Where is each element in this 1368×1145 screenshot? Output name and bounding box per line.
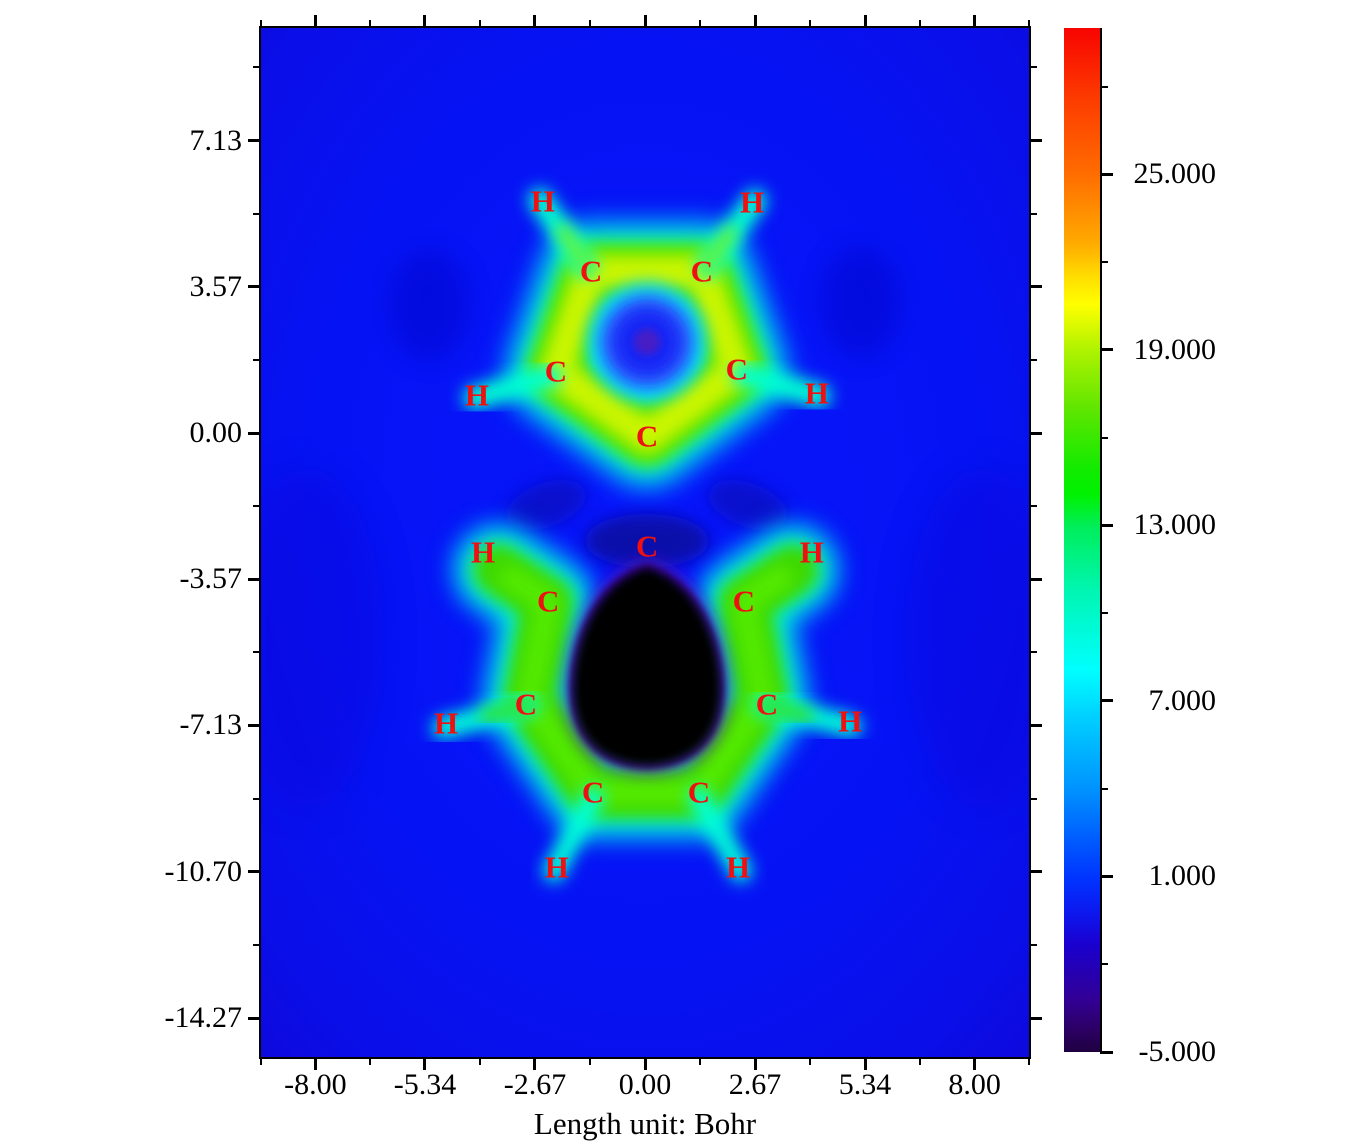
- x-axis-tick: [808, 20, 811, 28]
- y-tick-label: 0.00: [189, 416, 243, 449]
- colorbar-tick: [1100, 1050, 1113, 1054]
- colorbar-tick: [1100, 348, 1113, 352]
- y-axis-tick: [1029, 870, 1042, 874]
- x-axis-tick: [753, 15, 757, 28]
- x-axis-tick: [533, 1057, 537, 1070]
- y-axis-tick: [253, 797, 261, 800]
- colorbar-tick-label: 7.000: [1148, 683, 1217, 717]
- x-tick-label: 5.34: [838, 1068, 892, 1101]
- x-axis-tick: [973, 1057, 977, 1070]
- y-axis-tick: [1029, 431, 1042, 435]
- x-axis-tick: [643, 1057, 647, 1070]
- x-axis-tick: [753, 1057, 757, 1070]
- x-tick-label: -8.00: [284, 1068, 347, 1101]
- y-axis-tick: [253, 651, 261, 654]
- x-axis-tick: [808, 1057, 811, 1065]
- y-axis-tick: [248, 723, 261, 727]
- y-axis-tick: [248, 285, 261, 289]
- x-axis-title: Length unit: Bohr: [533, 1106, 757, 1141]
- y-tick-label: -14.27: [164, 1001, 243, 1035]
- y-axis-tick: [248, 1016, 261, 1020]
- y-axis-tick: [253, 359, 261, 362]
- x-axis-tick: [259, 1057, 262, 1065]
- y-tick-label: 7.13: [189, 123, 243, 157]
- y-tick-label: -3.57: [179, 562, 243, 596]
- x-axis-tick: [698, 20, 701, 28]
- x-axis-tick: [533, 15, 537, 28]
- colorbar-tick: [1100, 612, 1108, 615]
- x-tick-label: 2.67: [728, 1068, 782, 1101]
- y-axis-tick: [1029, 66, 1037, 69]
- colorbar-tick: [1100, 172, 1113, 176]
- y-axis-tick: [1029, 504, 1037, 507]
- y-tick-label: -7.13: [179, 708, 243, 742]
- colorbar-tick: [1100, 523, 1113, 527]
- colorbar-tick-label: 19.000: [1133, 332, 1217, 366]
- x-axis-tick: [863, 1057, 867, 1070]
- x-axis-tick: [643, 15, 647, 28]
- x-tick-label: 0.00: [618, 1068, 672, 1101]
- x-axis-tick: [423, 1057, 427, 1070]
- colorbar-tick: [1100, 874, 1113, 878]
- colorbar-tick: [1100, 436, 1108, 439]
- y-axis-tick: [1029, 577, 1042, 581]
- y-axis-tick: [248, 870, 261, 874]
- colorbar-axis-line: [1100, 28, 1102, 1052]
- y-axis-tick: [1029, 651, 1037, 654]
- x-axis-tick: [369, 20, 372, 28]
- colorbar-tick: [1100, 787, 1108, 790]
- y-axis-tick: [1029, 943, 1037, 946]
- x-axis-tick: [918, 20, 921, 28]
- y-axis-tick: [1029, 1016, 1042, 1020]
- y-tick-label: -10.70: [164, 854, 243, 888]
- colorbar-tick: [1100, 699, 1113, 703]
- colorbar-tick: [1100, 85, 1108, 88]
- x-axis-tick: [863, 15, 867, 28]
- x-axis-tick: [1028, 20, 1031, 28]
- y-axis-tick: [253, 504, 261, 507]
- x-tick-label: -2.67: [503, 1068, 567, 1101]
- x-tick-label: 8.00: [948, 1068, 1001, 1101]
- colorbar-tick-label: -5.000: [1138, 1035, 1217, 1068]
- x-axis-tick: [589, 1057, 592, 1065]
- x-axis-tick: [973, 15, 977, 28]
- y-axis-tick: [1029, 723, 1042, 727]
- colorbar-tick-label: 1.000: [1148, 859, 1217, 893]
- y-axis-tick: [1029, 285, 1042, 289]
- colorbar-tick: [1100, 963, 1108, 966]
- y-axis-tick: [1029, 797, 1037, 800]
- colorbar-tick: [1100, 261, 1108, 264]
- y-axis-tick: [1029, 212, 1037, 215]
- colorbar-tick-label: 25.000: [1133, 157, 1217, 191]
- x-axis-tick: [423, 15, 427, 28]
- y-axis-tick: [248, 431, 261, 435]
- x-axis-tick: [1028, 1057, 1031, 1065]
- x-axis-tick: [313, 1057, 317, 1070]
- x-axis-tick: [479, 20, 482, 28]
- y-axis-tick: [253, 943, 261, 946]
- x-axis-tick: [259, 20, 262, 28]
- density-field: [261, 28, 1029, 1057]
- x-tick-label: -5.34: [393, 1068, 457, 1101]
- y-axis-tick: [248, 577, 261, 581]
- x-axis-tick: [479, 1057, 482, 1065]
- x-axis-tick: [589, 20, 592, 28]
- y-tick-label: 3.57: [189, 269, 243, 303]
- y-axis-tick: [1029, 359, 1037, 362]
- x-axis-tick: [918, 1057, 921, 1065]
- y-axis-tick: [253, 212, 261, 215]
- x-axis-tick: [313, 15, 317, 28]
- y-axis-tick: [1029, 139, 1042, 143]
- x-axis-tick: [698, 1057, 701, 1065]
- colorbar-tick-label: 13.000: [1133, 508, 1217, 542]
- colorbar-gradient: [1064, 28, 1100, 1052]
- x-axis-tick: [369, 1057, 372, 1065]
- plot-area: [261, 28, 1029, 1057]
- y-axis-tick: [248, 139, 261, 143]
- y-axis-tick: [253, 66, 261, 69]
